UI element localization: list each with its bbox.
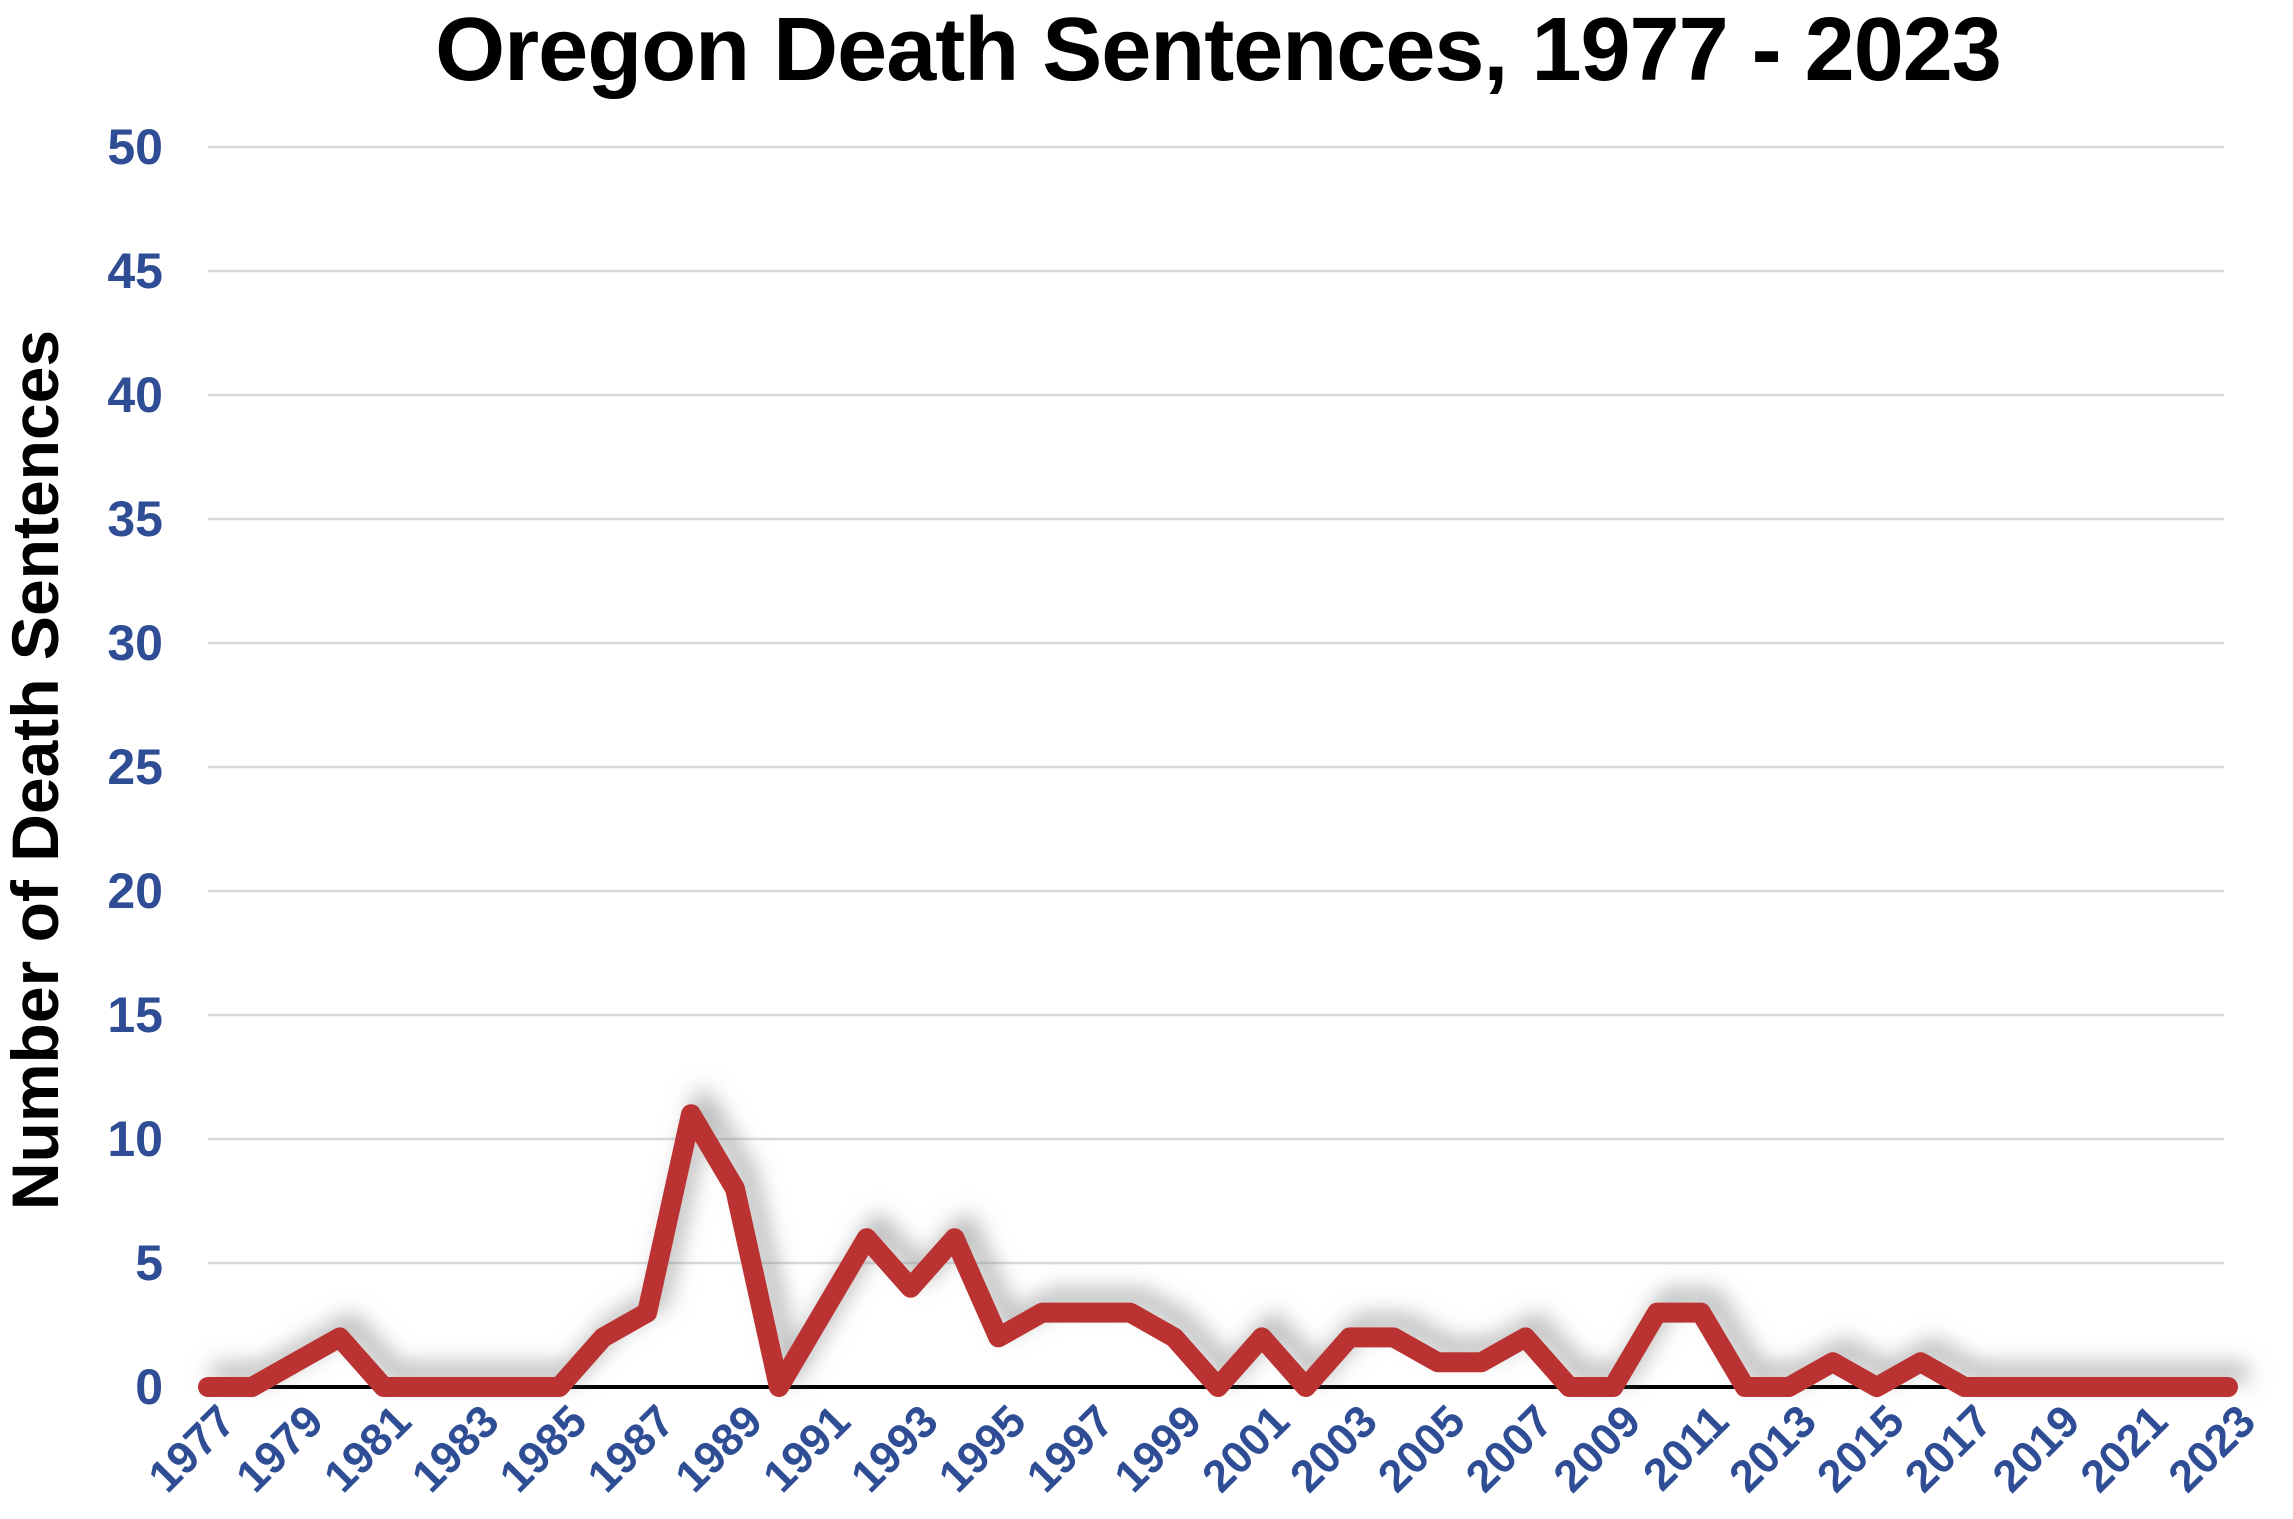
x-tick-label: 2023 [2158,1395,2265,1502]
x-tick-label: 1987 [577,1395,684,1502]
x-tick-label: 2001 [1192,1395,1299,1502]
y-tick-label: 25 [107,739,163,795]
death-sentences-line [198,1104,2238,1397]
x-tick-label: 1993 [841,1395,948,1502]
x-tick-label: 1981 [314,1395,421,1502]
chart-title: Oregon Death Sentences, 1977 - 2023 [435,0,2001,100]
x-tick-label: 1979 [226,1395,333,1502]
x-tick-label: 2003 [1280,1395,1387,1502]
y-tick-label: 15 [107,987,163,1043]
x-tick-label: 2017 [1895,1395,2002,1502]
y-tick-label: 10 [107,1111,163,1167]
y-tick-label: 0 [135,1359,163,1415]
x-tick-label: 1991 [753,1395,860,1502]
x-tick-label: 1995 [929,1395,1036,1502]
gridlines [205,145,2232,1389]
x-tick-label: 2021 [2070,1395,2177,1502]
y-axis-title: Number of Death Sentences [0,330,72,1210]
y-tick-label: 50 [107,119,163,175]
y-tick-label: 30 [107,615,163,671]
y-tick-label: 35 [107,491,163,547]
x-tick-label: 2011 [1633,1395,1738,1500]
x-tick-label: 1985 [490,1395,597,1502]
x-tick-label: 2005 [1368,1395,1475,1502]
x-tick-label: 2015 [1807,1395,1914,1502]
x-tick-label: 2013 [1719,1395,1826,1502]
data-series [198,1104,2238,1397]
y-axis-tick-labels: 0 5 10 15 20 25 30 35 40 45 50 [107,119,163,1415]
x-tick-label: 2007 [1456,1395,1563,1502]
x-tick-label: 1989 [665,1395,772,1502]
x-tick-label: 2009 [1543,1395,1650,1502]
y-tick-label: 40 [107,367,163,423]
x-tick-label: 2019 [1983,1395,2090,1502]
x-tick-label: 1983 [402,1395,509,1502]
x-tick-label: 1999 [1104,1395,1211,1502]
x-axis-tick-labels: 1977197919811983198519871989199119931995… [138,1395,2265,1502]
y-tick-label: 5 [135,1235,163,1291]
y-tick-label: 45 [107,243,163,299]
x-tick-label: 1997 [1016,1395,1123,1502]
y-tick-label: 20 [107,863,163,919]
